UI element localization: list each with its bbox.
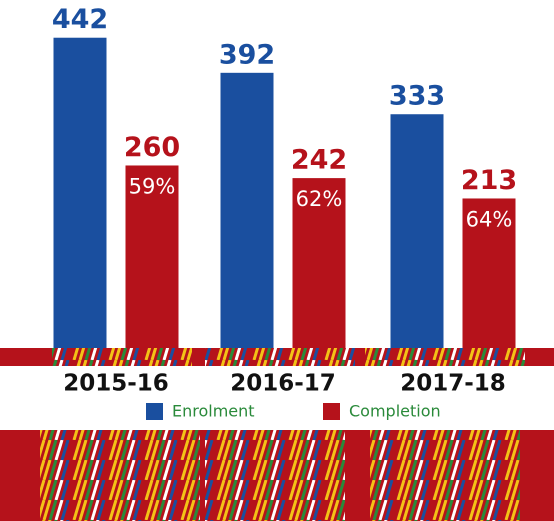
bar [220,72,274,348]
value-label: 442 [52,4,108,35]
value-label: 213 [461,165,517,196]
legend-label: Completion [349,402,441,421]
x-tick-label: 2015-16 [63,371,169,397]
bar [125,165,179,348]
legend-label: Enrolment [172,402,255,421]
decorative-band-bottom [0,430,554,521]
bar [390,114,444,348]
bar [292,178,346,348]
bar [462,198,516,348]
x-tick-label: 2017-18 [400,371,506,397]
value-label: 333 [389,81,445,112]
decorative-band-top [0,348,554,366]
plot: 442 392 333 260 59% 242 62% 213 64% 2015-16 2016-1… [52,4,517,420]
value-label: 242 [291,145,347,176]
value-label: 392 [219,39,275,70]
bar [53,37,107,348]
legend-swatch [146,403,163,420]
x-tick-label: 2016-17 [230,371,336,397]
rate-label: 62% [296,187,343,211]
value-label: 260 [124,132,180,163]
legend-swatch [323,403,340,420]
rate-label: 59% [129,174,176,198]
rate-label: 64% [466,207,513,231]
